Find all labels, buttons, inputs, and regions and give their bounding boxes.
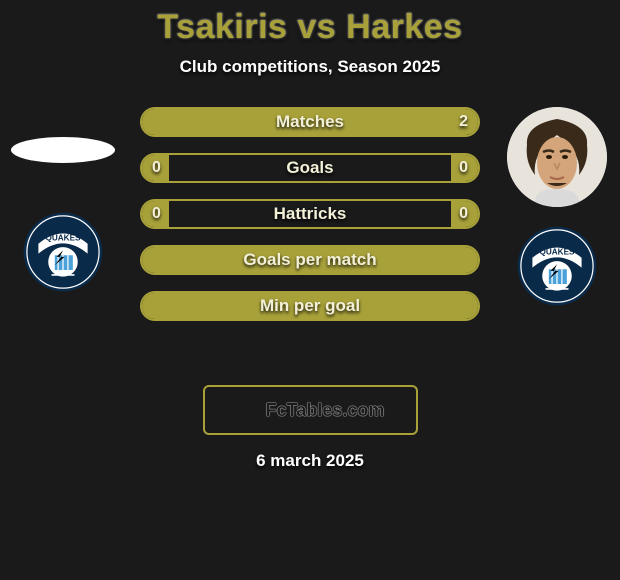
page-title: Tsakiris vs Harkes xyxy=(0,8,620,47)
player-left-column: QUAKES xyxy=(8,107,118,293)
stat-label: Hattricks xyxy=(142,204,478,224)
svg-text:QUAKES: QUAKES xyxy=(539,248,575,257)
player-right-column: QUAKES xyxy=(502,107,612,307)
stat-label: Goals per match xyxy=(142,250,478,270)
stat-row-goals-per-match: Goals per match xyxy=(140,245,480,275)
stat-value-right: 0 xyxy=(459,159,468,177)
quakes-badge-icon: QUAKES xyxy=(516,225,598,307)
player-left-avatar xyxy=(11,137,115,163)
infographic-root: Tsakiris vs Harkes Club competitions, Se… xyxy=(0,0,620,471)
player-right-team-badge: QUAKES xyxy=(516,225,598,307)
stat-value-right: 2 xyxy=(459,113,468,131)
stat-value-right: 0 xyxy=(459,205,468,223)
stat-row-hattricks: 0 Hattricks 0 xyxy=(140,199,480,229)
watermark: FcTables.com xyxy=(203,385,418,435)
bar-chart-icon xyxy=(236,397,262,423)
watermark-text: FcTables.com xyxy=(266,400,385,421)
player-left-team-badge: QUAKES xyxy=(22,211,104,293)
stat-label: Min per goal xyxy=(142,296,478,316)
player-right-avatar xyxy=(507,107,607,207)
date-label: 6 march 2025 xyxy=(0,451,620,471)
stats-area: QUAKES xyxy=(0,107,620,367)
stat-row-min-per-goal: Min per goal xyxy=(140,291,480,321)
svg-text:QUAKES: QUAKES xyxy=(45,234,81,243)
stat-label: Matches xyxy=(142,112,478,132)
stat-row-goals: 0 Goals 0 xyxy=(140,153,480,183)
stat-label: Goals xyxy=(142,158,478,178)
stat-bars: Matches 2 0 Goals 0 0 Hattricks 0 xyxy=(140,107,480,321)
stat-row-matches: Matches 2 xyxy=(140,107,480,137)
subtitle: Club competitions, Season 2025 xyxy=(0,57,620,77)
quakes-badge-icon: QUAKES xyxy=(22,211,104,293)
